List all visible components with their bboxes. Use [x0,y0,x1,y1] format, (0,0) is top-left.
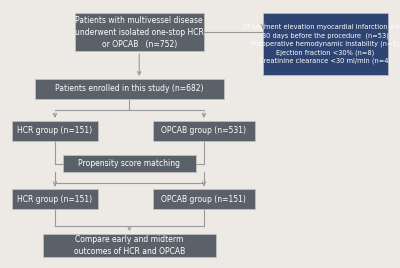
FancyBboxPatch shape [263,13,388,75]
Text: Patients with multivessel disease
underwent isolated one-stop HCR
or OPCAB   (n=: Patients with multivessel disease underw… [75,16,204,49]
Text: Propensity score matching: Propensity score matching [78,159,180,168]
FancyBboxPatch shape [43,234,216,258]
FancyBboxPatch shape [153,121,255,140]
Text: ST-segment elevation myocardial infarction within
30 days before the procedure  : ST-segment elevation myocardial infarcti… [242,24,400,64]
Text: HCR group (n=151): HCR group (n=151) [17,195,92,203]
FancyBboxPatch shape [12,121,98,140]
FancyBboxPatch shape [74,13,204,51]
FancyBboxPatch shape [63,155,196,172]
FancyBboxPatch shape [12,189,98,209]
Text: Compare early and midterm
outcomes of HCR and OPCAB: Compare early and midterm outcomes of HC… [74,235,185,256]
Text: OPCAB group (n=151): OPCAB group (n=151) [162,195,246,203]
FancyBboxPatch shape [35,79,224,99]
Text: HCR group (n=151): HCR group (n=151) [17,126,92,135]
Text: OPCAB group (n=531): OPCAB group (n=531) [162,126,246,135]
FancyBboxPatch shape [153,189,255,209]
Text: Patients enrolled in this study (n=682): Patients enrolled in this study (n=682) [55,84,204,93]
